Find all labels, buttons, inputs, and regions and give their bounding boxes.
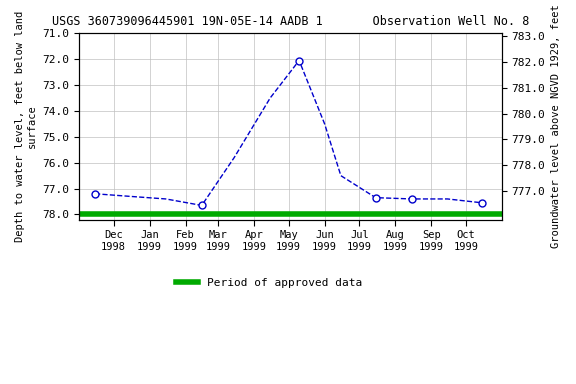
Y-axis label: Depth to water level, feet below land
surface: Depth to water level, feet below land su…: [15, 11, 37, 242]
Title: USGS 360739096445901 19N-05E-14 AADB 1       Observation Well No. 8: USGS 360739096445901 19N-05E-14 AADB 1 O…: [52, 15, 529, 28]
Legend: Period of approved data: Period of approved data: [172, 273, 367, 292]
Y-axis label: Groundwater level above NGVD 1929, feet: Groundwater level above NGVD 1929, feet: [551, 5, 561, 248]
